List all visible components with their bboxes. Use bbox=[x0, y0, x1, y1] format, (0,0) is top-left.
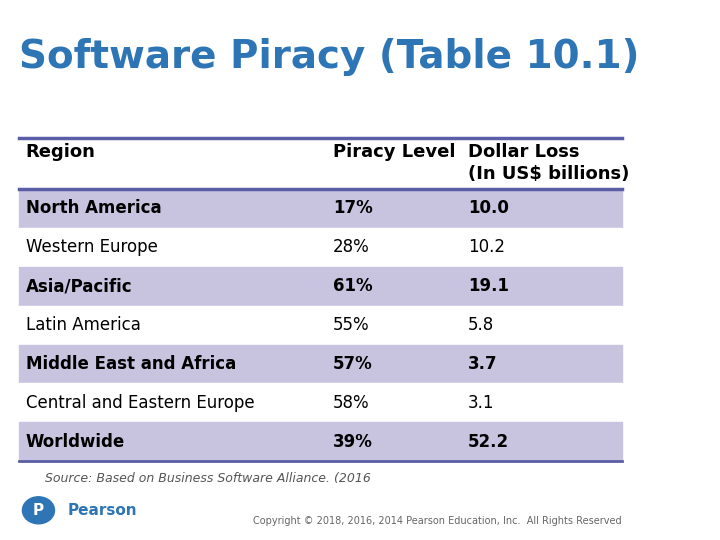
Text: Western Europe: Western Europe bbox=[26, 238, 158, 256]
Bar bbox=[19, 189, 621, 228]
Text: Asia/Pacific: Asia/Pacific bbox=[26, 277, 132, 295]
Bar bbox=[19, 422, 621, 461]
Text: Source: Based on Business Software Alliance. (2016: Source: Based on Business Software Allia… bbox=[45, 472, 371, 485]
Text: 10.2: 10.2 bbox=[468, 238, 505, 256]
Text: Dollar Loss
(In US$ billions): Dollar Loss (In US$ billions) bbox=[468, 143, 629, 183]
Text: Copyright © 2018, 2016, 2014 Pearson Education, Inc.  All Rights Reserved: Copyright © 2018, 2016, 2014 Pearson Edu… bbox=[253, 516, 621, 526]
Text: Worldwide: Worldwide bbox=[26, 433, 125, 451]
Text: 39%: 39% bbox=[333, 433, 373, 451]
Text: 55%: 55% bbox=[333, 316, 370, 334]
Text: Software Piracy (Table 10.1): Software Piracy (Table 10.1) bbox=[19, 38, 640, 76]
Bar bbox=[19, 138, 621, 189]
Text: P: P bbox=[33, 503, 44, 518]
Text: 3.7: 3.7 bbox=[468, 355, 498, 373]
Text: 61%: 61% bbox=[333, 277, 373, 295]
Bar bbox=[19, 383, 621, 422]
Text: 10.0: 10.0 bbox=[468, 199, 508, 218]
Text: Middle East and Africa: Middle East and Africa bbox=[26, 355, 236, 373]
Text: Central and Eastern Europe: Central and Eastern Europe bbox=[26, 394, 254, 412]
Bar bbox=[19, 228, 621, 267]
Text: 58%: 58% bbox=[333, 394, 370, 412]
Text: 17%: 17% bbox=[333, 199, 373, 218]
Text: Latin America: Latin America bbox=[26, 316, 140, 334]
Text: 57%: 57% bbox=[333, 355, 373, 373]
Circle shape bbox=[22, 497, 55, 524]
Bar bbox=[19, 306, 621, 345]
Text: 28%: 28% bbox=[333, 238, 370, 256]
Text: North America: North America bbox=[26, 199, 161, 218]
Text: 52.2: 52.2 bbox=[468, 433, 509, 451]
Text: 3.1: 3.1 bbox=[468, 394, 494, 412]
Text: Pearson: Pearson bbox=[67, 503, 137, 518]
Text: 5.8: 5.8 bbox=[468, 316, 494, 334]
Bar bbox=[19, 345, 621, 383]
Bar bbox=[19, 267, 621, 306]
Text: Piracy Level: Piracy Level bbox=[333, 143, 456, 161]
Text: 19.1: 19.1 bbox=[468, 277, 509, 295]
Text: Region: Region bbox=[26, 143, 96, 161]
